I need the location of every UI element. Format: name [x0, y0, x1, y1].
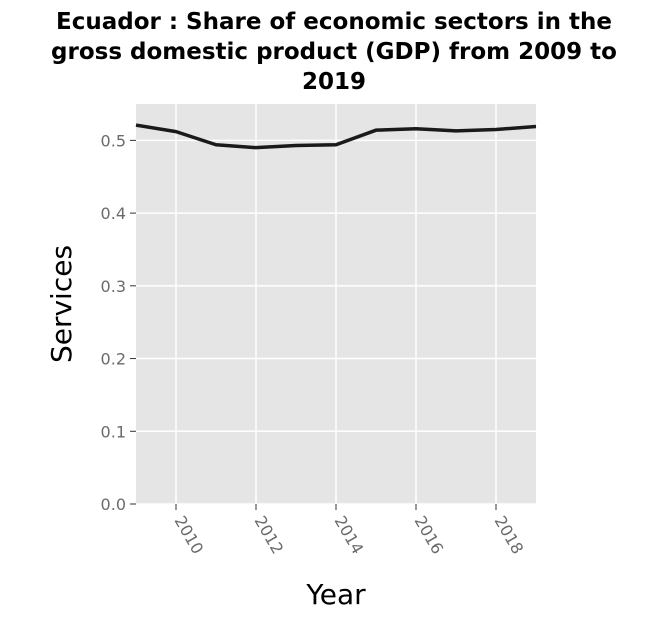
y-tick-label: 0.2 [101, 350, 126, 369]
y-tick-label: 0.1 [101, 422, 126, 441]
series-line-services [135, 123, 537, 150]
y-tick-label: 0.0 [101, 495, 126, 514]
x-tick-label: 2018 [491, 513, 528, 558]
x-tick-label: 2012 [251, 513, 288, 558]
x-tick-label: 2014 [331, 513, 368, 558]
x-tick-label: 2010 [171, 513, 208, 558]
x-axis-label: Year [305, 578, 366, 611]
chart-title-line-1: Ecuador : Share of economic sectors in t… [56, 9, 612, 35]
y-tick-label: 0.4 [101, 204, 126, 223]
y-tick-label: 0.5 [101, 131, 126, 150]
y-axis-label: Services [45, 245, 78, 363]
grid-lines [136, 104, 536, 505]
axes [130, 139, 497, 510]
chart-title: Ecuador : Share of economic sectors in t… [51, 9, 617, 95]
x-tick-label: 2016 [411, 513, 448, 558]
y-tick-label: 0.3 [101, 277, 126, 296]
chart-title-line-2: gross domestic product (GDP) from 2009 t… [51, 39, 617, 65]
chart-title-line-3: 2019 [302, 69, 366, 95]
series-lines [135, 123, 537, 150]
